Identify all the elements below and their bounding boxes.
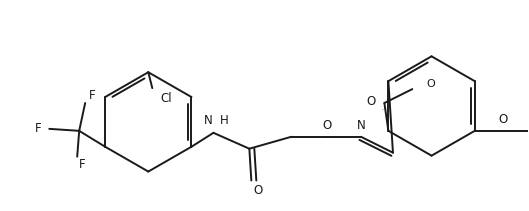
Text: –: – [381,107,384,111]
Text: O: O [426,79,435,89]
Text: Cl: Cl [160,92,172,104]
Text: F: F [35,122,41,135]
Text: O: O [498,113,507,126]
Text: O: O [253,184,262,197]
Text: F: F [89,89,96,101]
Text: F: F [79,158,86,171]
Text: H: H [220,114,228,127]
Text: O: O [323,119,332,132]
Text: N: N [204,114,213,127]
Text: N: N [357,119,366,132]
Text: O: O [366,95,376,108]
